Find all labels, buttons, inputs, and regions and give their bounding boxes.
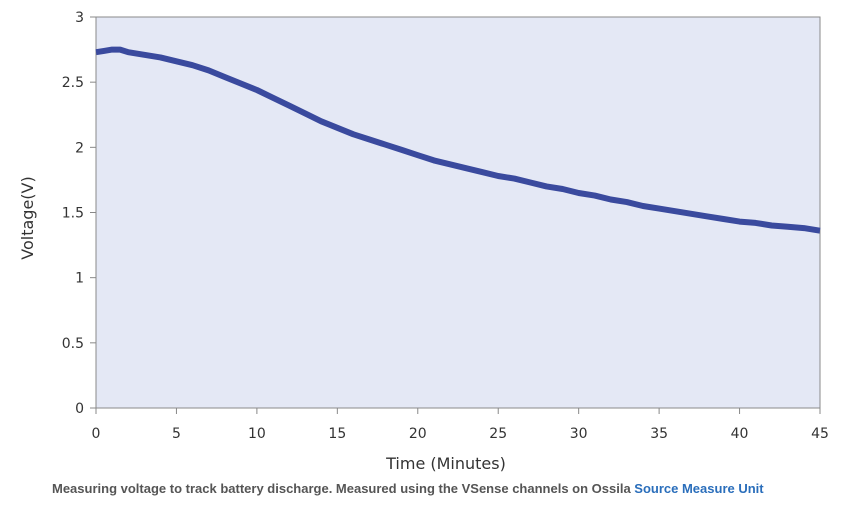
y-tick-label: 1	[75, 271, 84, 287]
y-tick-label: 0.5	[62, 336, 84, 352]
x-axis-title: Time (Minutes)	[385, 454, 506, 473]
plot-area	[95, 16, 821, 409]
x-tick-label: 40	[731, 426, 749, 442]
y-tick-label: 0	[75, 401, 84, 417]
chart-caption: Measuring voltage to track battery disch…	[52, 481, 764, 496]
x-tick-label: 45	[811, 426, 829, 442]
y-tick-label: 2.5	[62, 75, 84, 91]
source-measure-unit-link[interactable]: Source Measure Unit	[634, 481, 764, 496]
x-tick-label: 25	[489, 426, 507, 442]
x-tick-label: 0	[92, 426, 101, 442]
y-tick-label: 2	[75, 140, 84, 156]
chart: 00.511.522.530 5 10 15 20 25 30 35 40 45 Time (Mi…	[18, 10, 829, 473]
x-tick-label: 15	[328, 426, 346, 442]
voltage-series-line	[95, 46, 821, 234]
x-tick-label: 10	[248, 426, 266, 442]
caption-text: Measuring voltage to track battery disch…	[52, 481, 635, 496]
y-tick-label: 1.5	[62, 206, 84, 222]
x-tick-label: 35	[650, 426, 668, 442]
x-tick-label: 20	[409, 426, 427, 442]
x-tick-label: 30	[570, 426, 588, 442]
x-tick-label: 5	[172, 426, 181, 442]
y-tick-label: 3	[75, 10, 84, 26]
y-axis-title: Voltage(V)	[18, 176, 37, 259]
